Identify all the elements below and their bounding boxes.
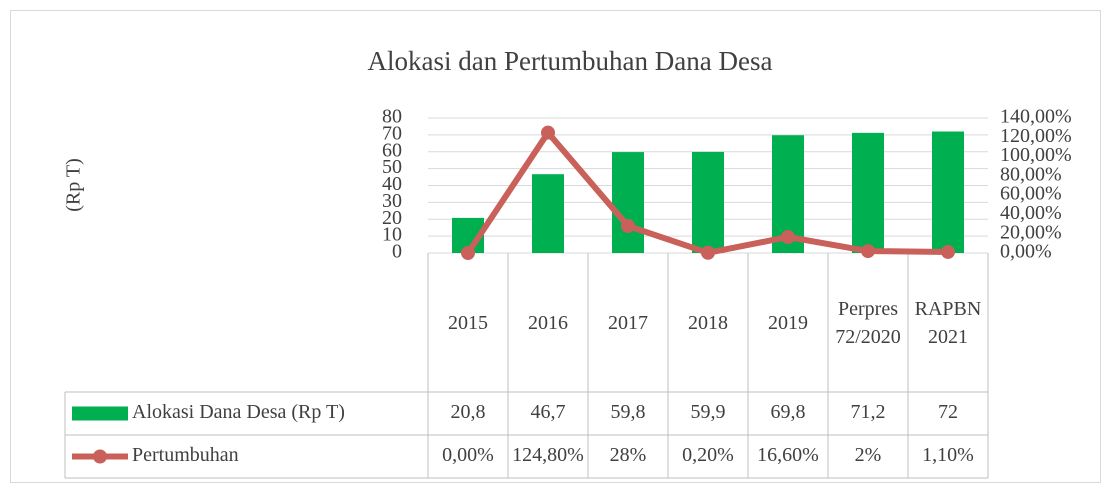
y-tick-label: 80	[382, 106, 402, 128]
table-value: 59,8	[611, 401, 646, 423]
bar	[532, 174, 564, 253]
x-tick-label: 2019	[768, 311, 808, 334]
chart-title: Alokasi dan Pertumbuhan Dana Desa	[368, 46, 773, 76]
y2-tick-label: 60,00%	[1000, 183, 1062, 205]
table-value: 28%	[610, 444, 647, 466]
legend-swatch	[72, 406, 128, 421]
table-value: 2%	[855, 444, 882, 466]
y-tick-label: 60	[382, 139, 402, 161]
line-marker	[861, 244, 875, 259]
x-tick-label: 2015	[448, 311, 488, 334]
y-tick-label: 20	[382, 207, 402, 229]
legend-swatch	[93, 449, 107, 464]
y-tick-label: 30	[382, 190, 402, 212]
y-tick-label: 40	[382, 173, 402, 195]
y2-tick-label: 80,00%	[1000, 163, 1062, 185]
y2-tick-label: 0,00%	[1000, 241, 1052, 263]
table-value: 59,9	[691, 401, 726, 423]
y2-tick-label: 140,00%	[1000, 106, 1072, 128]
table-value: 20,8	[451, 401, 486, 423]
bar	[932, 131, 964, 253]
y-axis-title: (Rp T)	[63, 158, 85, 212]
legend-label: Pertumbuhan	[132, 444, 239, 466]
table-value: 124,80%	[512, 444, 584, 466]
x-tick-label: 2017	[608, 311, 648, 334]
bar	[692, 151, 724, 253]
table-value: 72	[938, 401, 958, 423]
legend-label: Alokasi Dana Desa (Rp T)	[132, 401, 345, 423]
x-tick-label: 2018	[688, 311, 728, 334]
line-marker	[781, 229, 795, 244]
table-value: 0,00%	[442, 444, 494, 466]
table-value: 69,8	[771, 401, 806, 423]
line-marker	[621, 219, 635, 233]
line-marker	[701, 245, 715, 260]
y-tick-label: 70	[382, 122, 402, 144]
y2-tick-label: 40,00%	[1000, 202, 1062, 224]
x-tick-label: RAPBN 2021	[914, 297, 982, 348]
table-value: 46,7	[531, 401, 566, 423]
x-tick-label: 2016	[528, 311, 568, 334]
x-tick-label: Perpres 72/2020	[835, 297, 901, 348]
y2-tick-label: 120,00%	[1000, 125, 1072, 147]
y-tick-label: 50	[382, 156, 402, 178]
y2-tick-label: 20,00%	[1000, 221, 1062, 243]
line-marker	[541, 125, 555, 140]
table-value: 16,60%	[757, 444, 819, 466]
table-value: 71,2	[851, 401, 886, 423]
table-value: 0,20%	[682, 444, 734, 466]
y-tick-label: 10	[382, 224, 402, 246]
line-marker	[941, 244, 955, 259]
y-tick-label: 0	[392, 241, 402, 263]
table-value: 1,10%	[922, 444, 974, 466]
bar	[852, 132, 884, 253]
y2-tick-label: 100,00%	[1000, 144, 1072, 166]
bar	[612, 152, 644, 253]
line-marker	[461, 246, 475, 260]
